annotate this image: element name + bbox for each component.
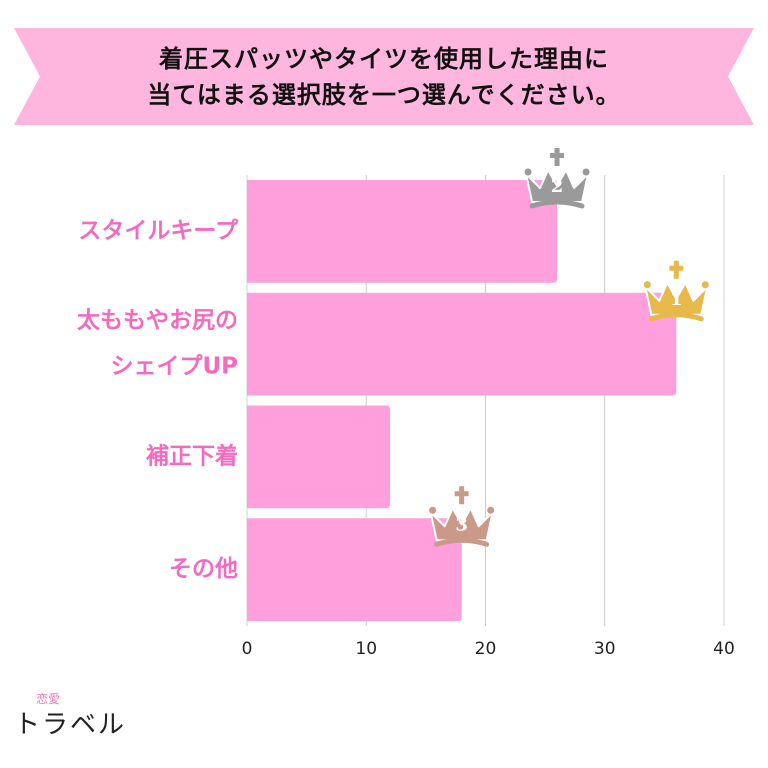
brand-logo: 恋愛 トラベル	[14, 690, 154, 750]
category-label-2: 補正下着	[145, 442, 238, 469]
banner-title: 着圧スパッツやタイツを使用した理由に 当てはまる選択肢を一つ選んでください。	[14, 28, 754, 125]
banner-ribbon-shape	[14, 28, 754, 125]
category-label-1-line-1: シェイプUP	[110, 354, 238, 380]
crown-rank-number: 1	[670, 289, 683, 310]
title-banner: 着圧スパッツやタイツを使用した理由に 当てはまる選択肢を一つ選んでください。	[14, 28, 754, 125]
title-line-1: 着圧スパッツやタイツを使用した理由に	[159, 44, 609, 73]
crown-ball-left	[429, 506, 437, 514]
crown-ball-left	[524, 168, 532, 176]
title-line-2: 当てはまる選択肢を一つ選んでください。	[147, 80, 621, 109]
crown-ball-right	[582, 168, 590, 176]
crown-band	[434, 537, 490, 547]
bar-2	[247, 405, 391, 509]
x-tick-label-3: 30	[594, 639, 616, 659]
logo-small-text: 恋愛	[36, 692, 61, 706]
crown-band	[648, 312, 704, 322]
crown-ball-right	[701, 281, 709, 289]
rank-crown-icon-2: 3	[429, 486, 495, 547]
x-tick-label-4: 40	[713, 639, 735, 659]
category-label-0: スタイルキープ	[78, 218, 239, 244]
logo-main-text: トラベル	[14, 710, 127, 740]
x-tick-label-0: 0	[242, 639, 253, 659]
crown-cross-horizontal	[550, 153, 565, 158]
rank-crown-icon-0: 2	[524, 148, 590, 209]
crown-rank-number: 2	[551, 176, 564, 197]
crown-cross-horizontal	[669, 265, 684, 271]
bar-3	[247, 518, 462, 621]
bar-1	[247, 292, 677, 396]
crown-band	[529, 199, 585, 209]
x-tick-label-1: 10	[355, 639, 377, 659]
crown-ball-left	[643, 281, 651, 289]
category-label-1-line-0: 太ももやお尻の	[77, 308, 238, 334]
x-tick-label-2: 20	[475, 639, 497, 659]
crown-cross-horizontal	[454, 491, 469, 497]
crown-rank-number: 3	[455, 514, 468, 535]
crown-ball-right	[487, 506, 495, 514]
category-label-3: その他	[169, 556, 238, 582]
bar-0	[247, 180, 558, 283]
rank-crown-icon-1: 1	[643, 260, 709, 322]
